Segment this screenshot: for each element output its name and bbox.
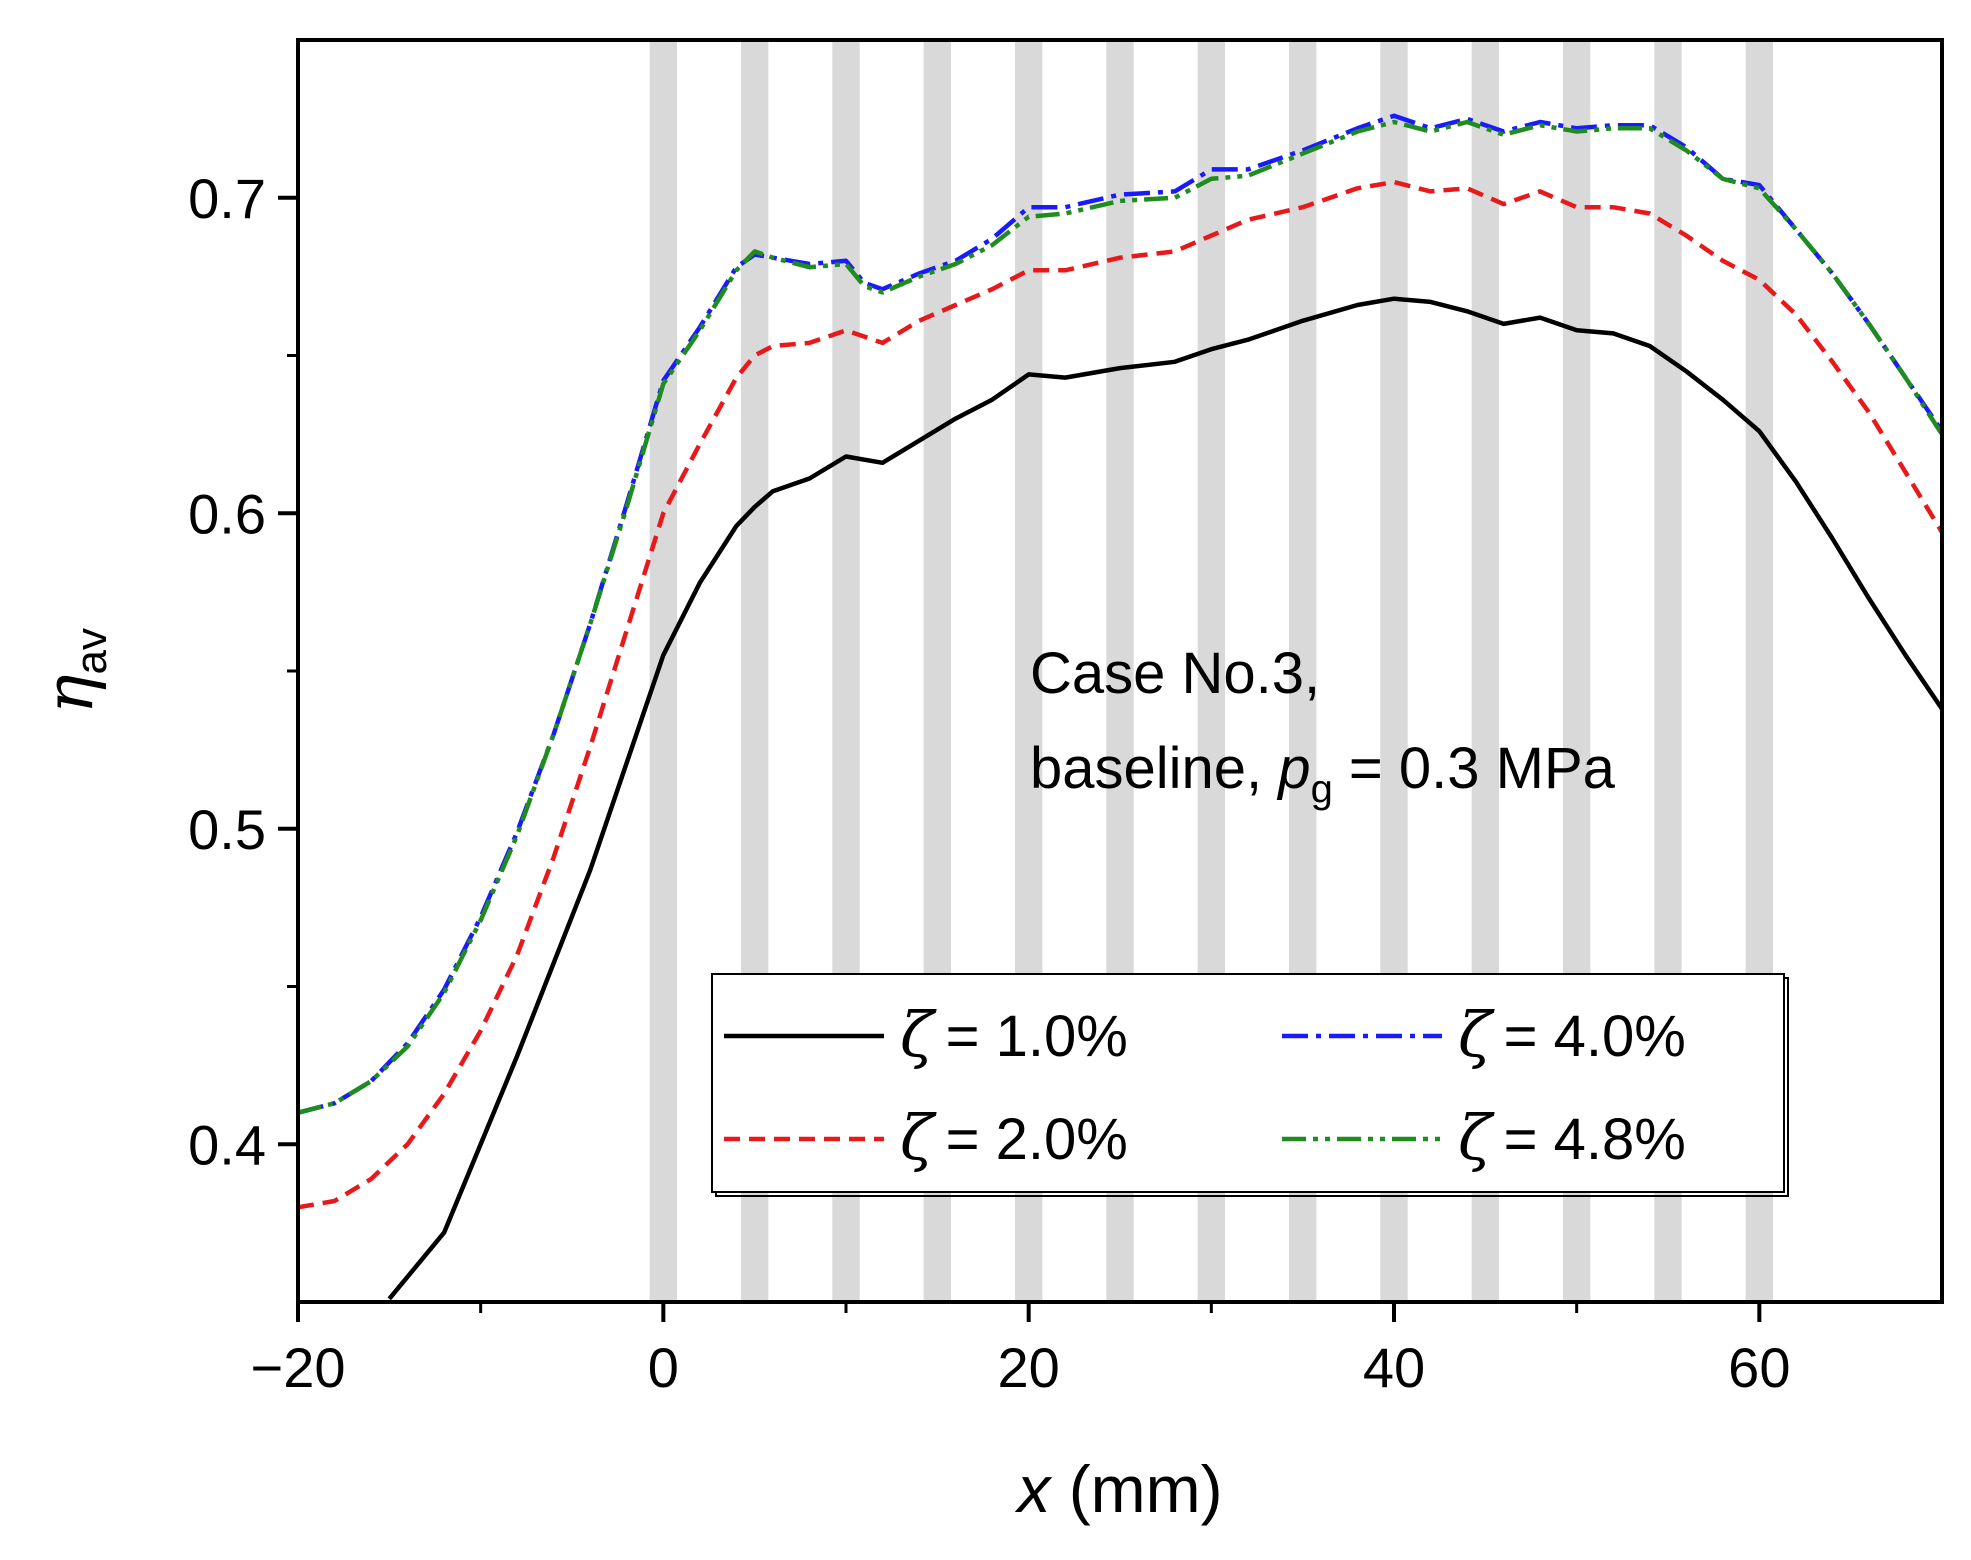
- series-line-1: [387, 296, 1944, 1301]
- annotation-suffix: = 0.3 MPa: [1333, 736, 1616, 801]
- x-axis-var: x: [1014, 1452, 1052, 1526]
- x-axis-title: x (mm): [1014, 1452, 1222, 1526]
- y-axis-sub: av: [67, 628, 116, 674]
- axis-ticks: −20 0 20 40 60 0.4 0.5 0.6 0.7: [188, 167, 1790, 1399]
- y-axis-title: ηav: [31, 628, 116, 714]
- legend-value: = 4.8%: [1504, 1107, 1686, 1172]
- annotation-prefix: baseline,: [1030, 736, 1278, 801]
- legend-label-4: ζ = 4.8%: [1458, 1101, 1686, 1174]
- y-tick-label: 0.4: [188, 1113, 266, 1176]
- annotation-var: p: [1276, 736, 1310, 801]
- annotation-sub: g: [1311, 767, 1333, 811]
- x-axis-unit: (mm): [1050, 1452, 1222, 1526]
- x-tick-label: 60: [1728, 1336, 1790, 1399]
- x-tick-label: 0: [648, 1336, 679, 1399]
- series-line-2: [297, 179, 1944, 1210]
- x-tick-label: 40: [1363, 1336, 1425, 1399]
- legend-value: = 1.0%: [946, 1004, 1128, 1069]
- legend-value: = 2.0%: [946, 1107, 1128, 1172]
- legend: ζ = 1.0%ζ = 2.0%ζ = 4.0%ζ = 4.8%: [711, 973, 1789, 1197]
- legend-symbol: ζ: [900, 998, 937, 1071]
- legend-label-3: ζ = 4.0%: [1458, 998, 1686, 1071]
- legend-label-2: ζ = 2.0%: [900, 1101, 1128, 1174]
- y-tick-label: 0.7: [188, 167, 266, 230]
- series-lines: [297, 113, 1944, 1301]
- series-line-4: [297, 119, 1944, 1115]
- series-line-3: [297, 113, 1944, 1115]
- y-tick-label: 0.5: [188, 798, 266, 861]
- legend-symbol: ζ: [1458, 1101, 1495, 1174]
- legend-symbol: ζ: [900, 1101, 937, 1174]
- y-tick-label: 0.6: [188, 482, 266, 545]
- legend-symbol: ζ: [1458, 998, 1495, 1071]
- legend-label-1: ζ = 1.0%: [900, 998, 1128, 1071]
- legend-value: = 4.0%: [1504, 1004, 1686, 1069]
- y-axis-var: η: [31, 674, 108, 714]
- annotation-line-2: baseline, pg = 0.3 MPa: [1030, 736, 1616, 811]
- x-tick-label: 20: [998, 1336, 1060, 1399]
- annotation-line-1: Case No.3,: [1030, 641, 1320, 706]
- legend-box: [711, 973, 1785, 1193]
- shaded-strip-0: [649, 40, 678, 1302]
- x-tick-label: −20: [251, 1336, 346, 1399]
